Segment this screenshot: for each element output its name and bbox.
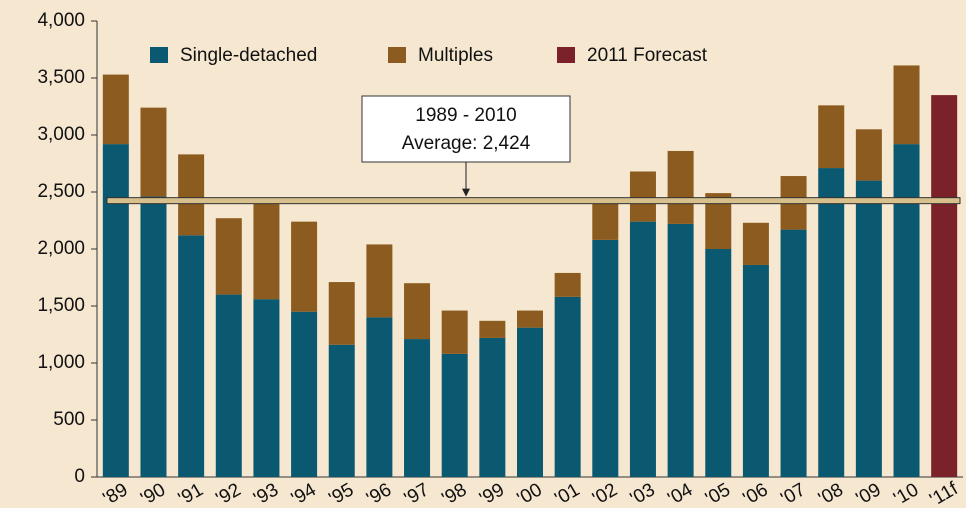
bar bbox=[742, 222, 769, 265]
bar bbox=[705, 249, 732, 477]
bar bbox=[667, 150, 694, 224]
bar bbox=[629, 171, 656, 222]
bar bbox=[328, 282, 355, 345]
bar bbox=[517, 327, 543, 477]
bar bbox=[818, 168, 845, 477]
bar bbox=[328, 344, 355, 477]
bar bbox=[253, 202, 280, 300]
bar bbox=[140, 196, 167, 477]
bar bbox=[404, 283, 431, 340]
bar bbox=[479, 320, 506, 338]
y-tick-label: 1,500 bbox=[37, 295, 85, 316]
bar bbox=[855, 129, 882, 181]
y-tick-label: 2,500 bbox=[37, 181, 85, 202]
bar bbox=[893, 65, 920, 145]
annotation-text: Average: 2,424 bbox=[402, 133, 531, 154]
y-tick-label: 1,000 bbox=[37, 352, 85, 373]
arrow-head bbox=[462, 188, 470, 197]
bar bbox=[931, 95, 958, 477]
bar bbox=[215, 294, 242, 477]
bar bbox=[629, 221, 656, 477]
y-tick-label: 0 bbox=[74, 466, 85, 487]
y-tick-label: 3,500 bbox=[37, 67, 85, 88]
annotation-box bbox=[361, 95, 571, 163]
bar bbox=[554, 272, 581, 297]
bar bbox=[855, 180, 882, 477]
bar bbox=[178, 154, 205, 236]
legend-label: 2011 Forecast bbox=[587, 45, 708, 66]
bar bbox=[780, 229, 807, 477]
bar bbox=[291, 221, 318, 312]
bar bbox=[102, 144, 129, 477]
bar bbox=[102, 74, 129, 145]
bar bbox=[592, 239, 619, 477]
legend-label: Single-detached bbox=[180, 45, 317, 66]
bar bbox=[178, 235, 205, 477]
y-tick-label: 2,000 bbox=[37, 238, 85, 259]
bar bbox=[554, 296, 581, 477]
bar bbox=[517, 310, 543, 328]
legend-swatch bbox=[557, 47, 575, 63]
legend-swatch bbox=[388, 47, 406, 63]
bar bbox=[479, 337, 506, 477]
bar bbox=[441, 310, 468, 354]
bar bbox=[818, 105, 845, 169]
y-tick-label: 3,000 bbox=[37, 124, 85, 145]
y-tick-label: 4,000 bbox=[37, 10, 85, 31]
bar bbox=[404, 339, 431, 477]
bar bbox=[742, 264, 769, 477]
bar bbox=[667, 223, 694, 477]
bar bbox=[291, 311, 318, 477]
bar bbox=[893, 144, 920, 477]
y-tick-label: 500 bbox=[53, 409, 85, 430]
average-line bbox=[106, 197, 961, 205]
legend-swatch bbox=[150, 47, 168, 63]
annotation-text: 1989 - 2010 bbox=[415, 105, 516, 126]
bar bbox=[441, 353, 468, 477]
legend-label: Multiples bbox=[418, 45, 493, 66]
bar bbox=[592, 201, 619, 240]
bar bbox=[366, 317, 393, 477]
bar bbox=[215, 218, 242, 295]
bar bbox=[253, 299, 280, 477]
bar bbox=[366, 244, 393, 318]
bar bbox=[140, 107, 167, 197]
